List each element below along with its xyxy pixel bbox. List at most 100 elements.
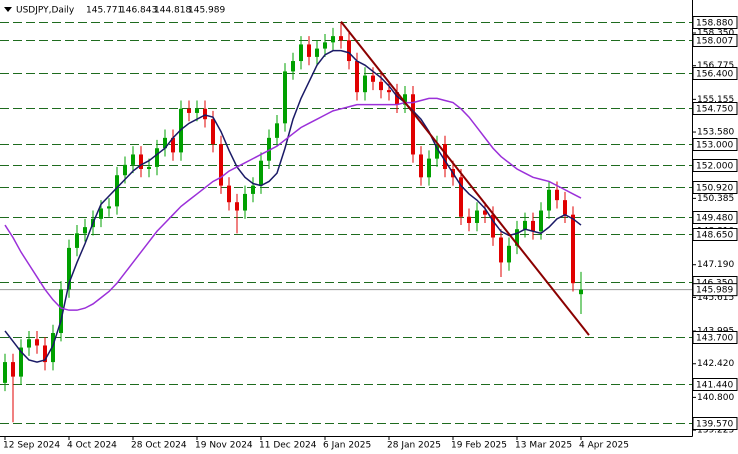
level-label: 152.000 [696, 162, 733, 172]
level-label-box [692, 34, 738, 47]
indicator-line [4, 49, 582, 363]
header: USDJPY,Daily 145.771 146.843 144.818 145… [4, 6, 225, 16]
candle-body [379, 81, 383, 91]
candle-body [51, 333, 55, 363]
candle-body [419, 154, 423, 178]
level-label-box [692, 228, 738, 241]
candle-body [75, 233, 79, 248]
level-label-box [692, 417, 738, 430]
candle-body [195, 108, 199, 113]
y-tick-label: 140.800 [697, 393, 734, 403]
level-label-box [692, 181, 738, 194]
level-label-box [692, 378, 738, 391]
candle-body [579, 289, 583, 295]
candle-body [395, 92, 399, 105]
candle-body [211, 119, 215, 145]
x-tick-label: 13 Mar 2025 [515, 441, 572, 451]
level-label-box [692, 331, 738, 344]
level-label: 154.750 [696, 105, 733, 115]
candle-body [347, 40, 351, 62]
candle-body [555, 189, 559, 201]
candle-body [251, 185, 255, 194]
y-tick-label: 153.580 [697, 128, 734, 138]
x-tick-label: 12 Sep 2024 [3, 441, 60, 451]
candle-body [571, 214, 575, 284]
candle-body [531, 220, 535, 232]
candle-body [299, 44, 303, 62]
y-tick-label: 158.350 [697, 29, 734, 39]
level-label: 158.007 [696, 37, 733, 47]
price-label-box [692, 283, 738, 297]
level-label: 143.700 [696, 334, 733, 344]
level-label: 149.480 [696, 214, 733, 224]
level-label-box [692, 211, 738, 224]
candle-body [547, 189, 551, 211]
candle-body [147, 166, 151, 170]
y-tick-label: 145.615 [697, 293, 734, 303]
y-tick-label: 150.385 [697, 194, 734, 204]
level-label: 150.920 [696, 184, 733, 194]
level-label-box [692, 16, 738, 29]
candle-body [387, 90, 391, 93]
candle-body [171, 137, 175, 153]
level-label: 139.570 [696, 420, 733, 430]
candle-body [291, 61, 295, 72]
header-low: 144.818 [154, 6, 191, 16]
candle-body [27, 339, 31, 348]
x-tick-label: 4 Oct 2024 [67, 441, 117, 451]
candle-body [235, 202, 239, 211]
candle-body [35, 339, 39, 346]
candle-body [99, 208, 103, 219]
level-label: 153.000 [696, 141, 733, 151]
x-tick-label: 11 Dec 2024 [259, 441, 317, 451]
level-label-box [692, 102, 738, 115]
candle-body [499, 237, 503, 263]
candle-body [259, 160, 263, 186]
candle-body [243, 193, 247, 211]
candle-body [427, 158, 431, 178]
candle-body [403, 94, 407, 105]
candle-body [331, 36, 335, 43]
menu-triangle[interactable] [4, 7, 12, 12]
level-label-box [692, 67, 738, 80]
candle-body [323, 42, 327, 49]
header-close: 145.989 [188, 6, 225, 16]
candle-body [339, 36, 343, 41]
candle-body [435, 144, 439, 159]
candle-body [523, 220, 527, 230]
candle-body [3, 362, 7, 383]
candle-body [483, 210, 487, 215]
candle-body [219, 144, 223, 186]
candle-body [115, 175, 119, 207]
candle-body [139, 154, 143, 170]
candle-body [227, 185, 231, 203]
candle-body [43, 345, 47, 363]
header-high: 146.843 [120, 6, 157, 16]
y-tick-label: 139.225 [697, 426, 734, 436]
candle-body [131, 154, 135, 165]
candle-body [59, 289, 63, 334]
header-open: 145.771 [86, 6, 123, 16]
candle-body [11, 362, 15, 377]
candle-body [363, 75, 367, 93]
candle-body [163, 137, 167, 149]
level-label: 156.400 [696, 70, 733, 80]
candle-body [19, 347, 23, 377]
candle-body [475, 210, 479, 223]
candle-body [515, 229, 519, 246]
candle-body [275, 123, 279, 138]
level-label: 158.880 [696, 19, 733, 29]
level-label: 148.650 [696, 231, 733, 241]
candle-body [155, 148, 159, 167]
candle-body [539, 210, 543, 232]
candle-body [203, 108, 207, 120]
grid-layer [0, 22, 692, 424]
x-tick-label: 6 Jan 2025 [323, 441, 371, 451]
x-tick-label: 19 Nov 2024 [195, 441, 253, 451]
y-tick-label: 156.775 [697, 61, 734, 71]
candle-body [371, 75, 375, 82]
